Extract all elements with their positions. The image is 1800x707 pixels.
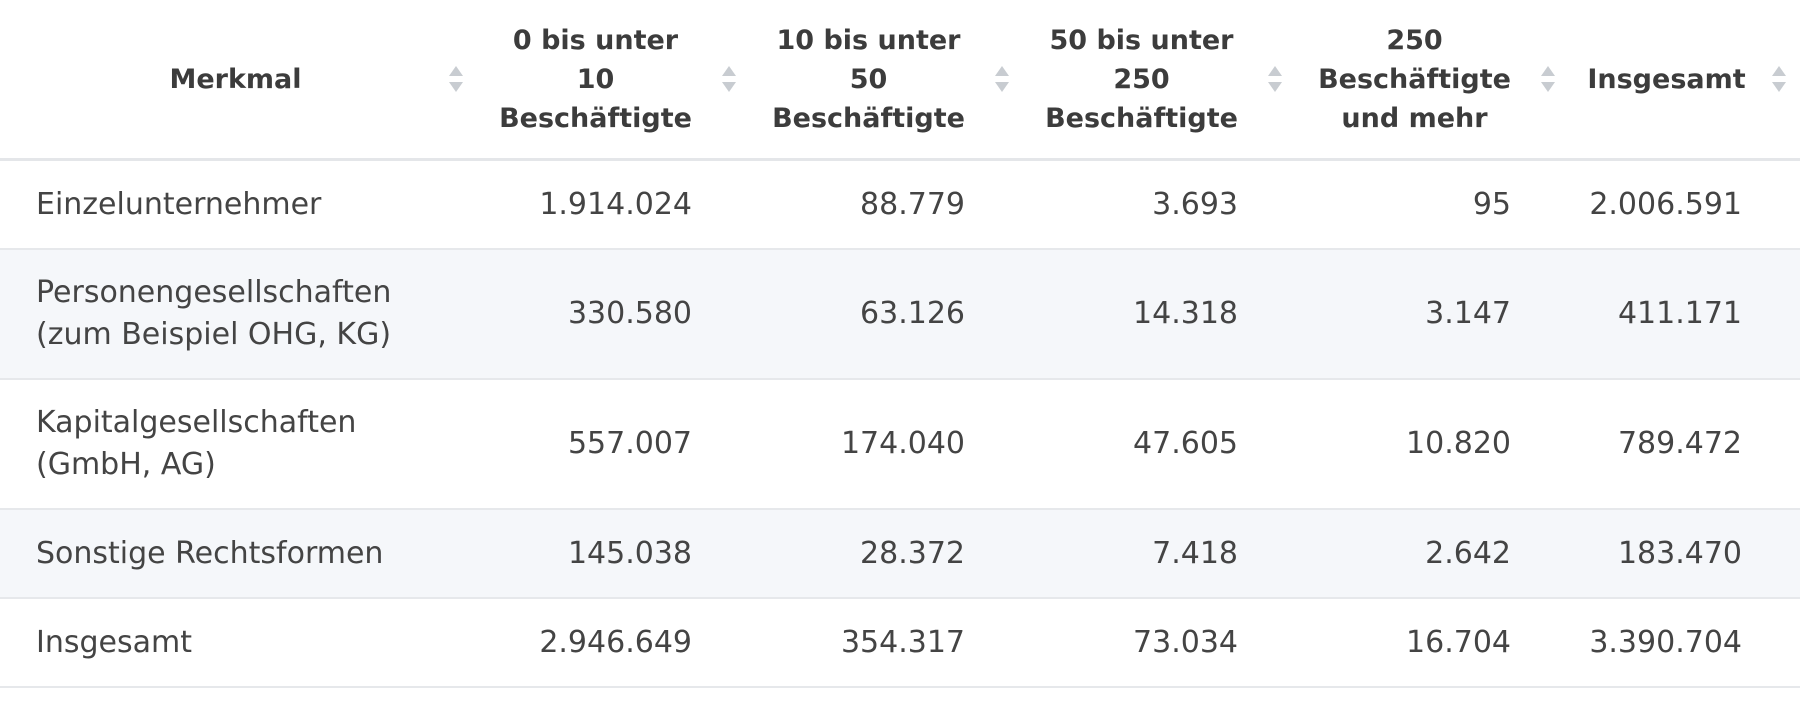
column-header-label: Insgesamt xyxy=(1587,63,1746,95)
table-cell: 95 xyxy=(1296,159,1569,250)
table-cell: 73.034 xyxy=(1023,598,1296,688)
column-header-label: Merkmal xyxy=(169,63,302,95)
column-header-10-50[interactable]: 10 bis unter 50 Beschäftigte xyxy=(750,0,1023,161)
column-header-label: 0 bis unter 10 Beschäftigte xyxy=(499,24,692,134)
table-cell: 16.704 xyxy=(1296,598,1569,688)
table-cell: 7.418 xyxy=(1023,509,1296,599)
row-label: Einzelunternehmer xyxy=(0,159,477,250)
table-row: Einzelunternehmer 1.914.024 88.779 3.693 95 2… xyxy=(0,159,1800,250)
table-row: Insgesamt 2.946.649 354.317 73.034 16.704 3.3… xyxy=(0,598,1800,688)
column-header-50-250[interactable]: 50 bis unter 250 Beschäftigte xyxy=(1023,0,1296,161)
column-header-0-10[interactable]: 0 bis unter 10 Beschäftigte xyxy=(477,0,750,161)
table-cell: 3.390.704 xyxy=(1569,598,1800,688)
table-cell: 2.642 xyxy=(1296,509,1569,599)
table-cell: 3.147 xyxy=(1296,249,1569,380)
table-cell: 63.126 xyxy=(750,249,1023,380)
table-cell: 14.318 xyxy=(1023,249,1296,380)
enterprise-size-table: Merkmal 0 bis unter 10 Beschäftigte 10 bis… xyxy=(0,0,1800,688)
table-cell: 354.317 xyxy=(750,598,1023,688)
row-label: Kapitalgesellschaften (GmbH, AG) xyxy=(0,379,477,510)
column-header-label: 250 Beschäftigte und mehr xyxy=(1318,24,1511,134)
column-header-merkmal[interactable]: Merkmal xyxy=(0,0,477,161)
table-cell: 2.006.591 xyxy=(1569,159,1800,250)
table-cell: 330.580 xyxy=(477,249,750,380)
table-cell: 557.007 xyxy=(477,379,750,510)
table-cell: 145.038 xyxy=(477,509,750,599)
row-label: Personengesellschaften (zum Beispiel OHG,… xyxy=(0,249,477,380)
table-cell: 2.946.649 xyxy=(477,598,750,688)
row-label: Sonstige Rechtsformen xyxy=(0,509,477,599)
row-label: Insgesamt xyxy=(0,598,477,688)
table-row: Sonstige Rechtsformen 145.038 28.372 7.418 2… xyxy=(0,509,1800,599)
table-row: Kapitalgesellschaften (GmbH, AG) 557.007 17… xyxy=(0,379,1800,510)
table-cell: 174.040 xyxy=(750,379,1023,510)
table-row: Personengesellschaften (zum Beispiel OHG,… xyxy=(0,249,1800,380)
sort-icon[interactable] xyxy=(1539,62,1557,96)
table-cell: 10.820 xyxy=(1296,379,1569,510)
table-cell: 28.372 xyxy=(750,509,1023,599)
table-cell: 411.171 xyxy=(1569,249,1800,380)
column-header-label: 10 bis unter 50 Beschäftigte xyxy=(772,24,965,134)
sort-icon[interactable] xyxy=(447,62,465,96)
sort-icon[interactable] xyxy=(1266,62,1284,96)
sort-icon[interactable] xyxy=(993,62,1011,96)
sort-icon[interactable] xyxy=(1770,62,1788,96)
table-cell: 88.779 xyxy=(750,159,1023,250)
table-cell: 3.693 xyxy=(1023,159,1296,250)
table-cell: 1.914.024 xyxy=(477,159,750,250)
header-row: Merkmal 0 bis unter 10 Beschäftigte 10 bis… xyxy=(0,0,1800,161)
table-cell: 183.470 xyxy=(1569,509,1800,599)
column-header-label: 50 bis unter 250 Beschäftigte xyxy=(1045,24,1238,134)
column-header-250-plus[interactable]: 250 Beschäftigte und mehr xyxy=(1296,0,1569,161)
table-cell: 789.472 xyxy=(1569,379,1800,510)
table-cell: 47.605 xyxy=(1023,379,1296,510)
column-header-insgesamt[interactable]: Insgesamt xyxy=(1569,0,1800,161)
sort-icon[interactable] xyxy=(720,62,738,96)
